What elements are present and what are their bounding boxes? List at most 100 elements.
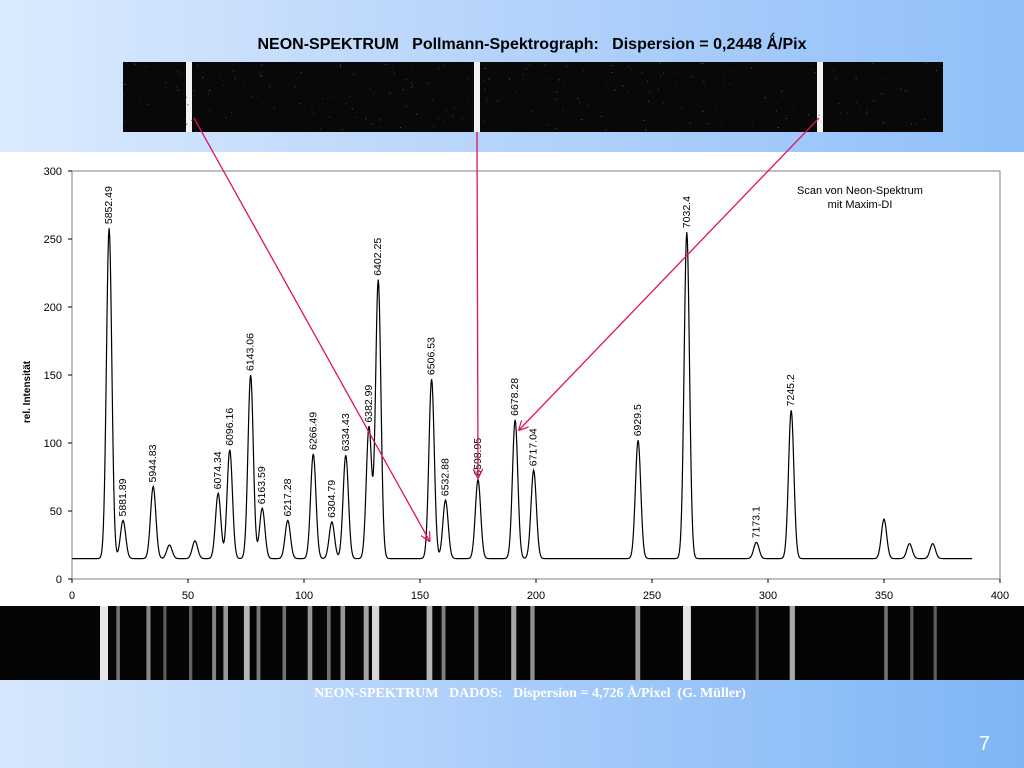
noise-dot [209,90,210,92]
noise-dot [818,114,820,116]
noise-dot [223,84,225,86]
y-tick-label: 300 [44,166,62,178]
noise-dot [556,128,557,129]
spectral-line [163,606,167,680]
noise-dot [689,122,691,124]
noise-dot [832,69,834,71]
noise-dot [365,117,367,119]
noise-dot [452,97,454,99]
x-tick-label: 0 [69,590,75,602]
noise-dot [802,130,804,132]
noise-dot [556,91,558,93]
spectral-line [372,606,380,680]
noise-dot [411,86,413,88]
peak-label: 6266.49 [307,412,319,450]
pollmann-spectrum-image [123,62,943,132]
y-tick-label: 150 [44,370,62,382]
noise-dot [866,109,868,111]
noise-dot [586,104,588,106]
noise-dot [123,93,124,95]
noise-dot [641,72,643,74]
noise-dot [207,93,209,95]
noise-dot [855,78,857,79]
spectral-line [327,606,331,680]
noise-dot [691,76,693,78]
noise-dot [546,124,548,126]
peak-label: 6334.43 [340,413,352,451]
noise-dot [723,81,724,83]
noise-dot [438,68,440,70]
noise-dot [290,105,291,107]
noise-dot [322,98,323,100]
noise-dot [165,81,167,83]
noise-dot [723,73,725,75]
pollmann-spectrum-strip [123,62,937,132]
chart-annotation-line-1: Scan von Neon-Spektrum [797,185,923,197]
noise-dot [191,119,192,121]
noise-dot [295,71,297,73]
peak-label: 6678.28 [509,378,521,416]
noise-dot [392,69,394,71]
noise-dot [466,70,468,71]
noise-dot [627,66,629,68]
spectral-line [474,606,479,680]
noise-dot [410,82,412,84]
noise-dot [251,95,253,97]
noise-dot [549,78,551,80]
noise-dot [563,81,565,83]
noise-dot [751,67,752,69]
noise-dot [412,67,414,69]
x-tick-label: 300 [759,590,777,602]
noise-dot [371,123,373,125]
noise-dot [243,85,245,86]
noise-dot [273,108,275,109]
noise-dot [125,120,127,122]
noise-dot [743,93,745,95]
noise-dot [703,81,705,83]
noise-dot [311,106,313,107]
noise-dot [202,76,204,78]
noise-dot [389,92,391,94]
noise-dot [388,87,390,88]
noise-dot [261,64,263,66]
noise-dot [484,88,486,90]
spectral-line [755,606,759,680]
noise-dot [147,104,149,105]
noise-dot [924,119,926,120]
peak-label: 5881.89 [117,478,129,516]
noise-dot [145,66,147,68]
noise-dot [893,129,895,131]
spectral-line [100,606,108,680]
noise-dot [462,118,464,120]
spectral-line [511,606,517,680]
noise-dot [659,62,661,64]
noise-dot [627,92,629,94]
noise-dot [544,64,546,66]
noise-dot [925,105,927,107]
noise-dot [675,82,677,84]
noise-dot [579,101,581,103]
noise-dot [333,96,335,98]
noise-dot [555,98,557,100]
noise-dot [487,128,489,130]
noise-dot [124,84,126,86]
y-tick-label: 200 [44,302,62,314]
spectral-line [530,606,535,680]
noise-dot [660,75,661,77]
noise-dot [339,63,341,65]
noise-dot [900,88,902,90]
spectral-line [243,606,250,680]
y-tick-label: 100 [44,438,62,450]
noise-dot [881,93,883,95]
noise-dot [647,80,649,82]
noise-dot [416,113,417,115]
peak-label: 6217.28 [282,478,294,516]
noise-dot [196,131,198,132]
noise-dot [649,92,651,94]
noise-dot [373,92,375,94]
peak-label: 6532.88 [440,458,452,496]
noise-dot [843,103,845,105]
noise-dot [657,89,659,91]
noise-dot [272,82,274,84]
noise-dot [349,96,350,98]
